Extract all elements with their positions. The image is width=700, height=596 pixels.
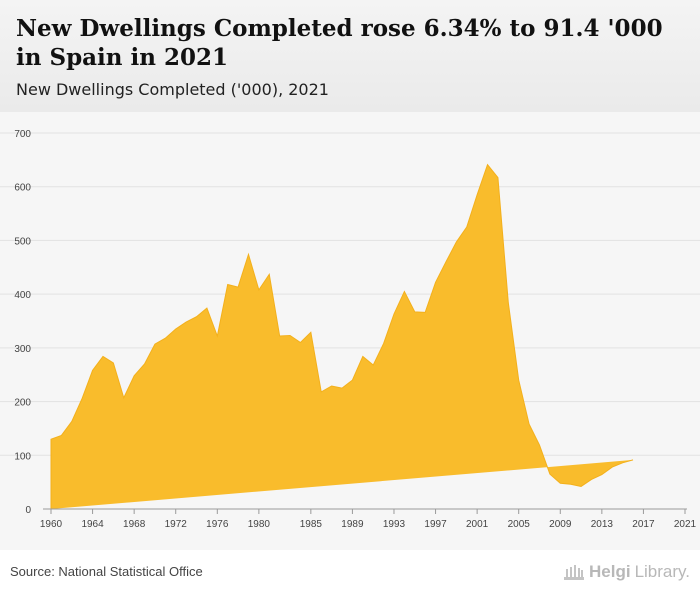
area-series-path — [50, 163, 634, 509]
y-tick-label: 500 — [14, 236, 31, 247]
y-tick-label: 0 — [25, 505, 31, 516]
header-band: New Dwellings Completed rose 6.34% to 91… — [0, 0, 700, 112]
y-tick-label: 200 — [14, 398, 31, 409]
y-axis-ticks: 0 100 200 300 400 500 600 700 — [14, 129, 31, 516]
library-building-icon — [564, 565, 584, 580]
y-tick-label: 300 — [14, 344, 31, 355]
x-tick-label: 1960 — [40, 519, 63, 530]
x-tick-label: 2017 — [632, 519, 655, 530]
logo-bold-text: Helgi — [589, 562, 631, 581]
x-axis: 1960 1964 1968 1972 1976 1980 1985 1989 1993 1997… — [40, 508, 697, 530]
x-tick-label: 1993 — [383, 519, 406, 530]
x-tick-label: 2009 — [549, 519, 572, 530]
x-tick-label: 1980 — [248, 519, 271, 530]
x-tick-label: 2001 — [466, 519, 489, 530]
x-tick-label: 1976 — [206, 519, 229, 530]
x-tick-label: 1989 — [341, 519, 364, 530]
x-tick-label: 2013 — [591, 519, 614, 530]
y-tick-label: 600 — [14, 183, 31, 194]
y-tick-label: 100 — [14, 451, 31, 462]
y-tick-label: 400 — [14, 290, 31, 301]
logo-light-text: Library. — [634, 562, 690, 581]
source-note: Source: National Statistical Office — [10, 564, 203, 579]
x-tick-label: 1997 — [424, 519, 447, 530]
x-tick-label: 2021 — [674, 519, 697, 530]
x-tick-label: 1968 — [123, 519, 146, 530]
x-tick-label: 1964 — [81, 519, 104, 530]
x-tick-label: 1972 — [165, 519, 188, 530]
x-tick-label: 1985 — [300, 519, 323, 530]
footer-band — [0, 550, 700, 596]
area-series — [50, 163, 634, 509]
y-tick-label: 700 — [14, 129, 31, 140]
chart-title: New Dwellings Completed rose 6.34% to 91… — [16, 15, 663, 71]
x-tick-label: 2005 — [508, 519, 531, 530]
helgi-library-logo[interactable]: Helgi Library. — [563, 562, 690, 582]
chart-subtitle: New Dwellings Completed ('000), 2021 — [16, 80, 329, 99]
